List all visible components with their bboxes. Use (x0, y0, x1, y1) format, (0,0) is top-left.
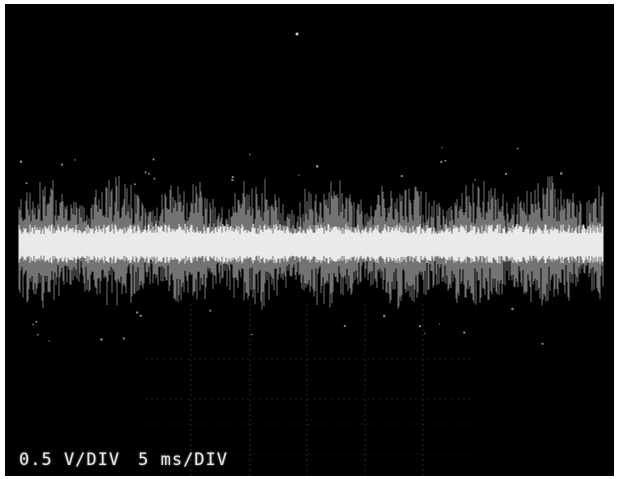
noise-speck (516, 147, 519, 150)
noise-speck (343, 324, 346, 328)
noise-speck (438, 323, 441, 325)
noise-speck (144, 171, 147, 174)
vertical-scale-label: 0.5 V/DIV (19, 450, 121, 470)
noise-speck (511, 307, 514, 311)
oscilloscope-screen: 0.5 V/DIV 5 ms/DIV (5, 4, 614, 476)
noise-speck (153, 177, 156, 180)
noise-speck (298, 174, 300, 176)
scale-readout: 0.5 V/DIV 5 ms/DIV (19, 450, 228, 470)
noise-speck (122, 337, 126, 340)
noise-speck (441, 147, 443, 149)
noise-speck (19, 160, 23, 163)
noise-speck (418, 325, 422, 328)
noise-speck (148, 172, 150, 175)
noise-speck (400, 174, 403, 178)
noise-speck (152, 158, 155, 161)
noise-speck (251, 333, 253, 336)
noise-trace (18, 32, 604, 345)
noise-speck (231, 178, 234, 182)
noise-speck (32, 323, 35, 326)
noise-speck (315, 165, 319, 168)
noise-speck (139, 314, 142, 317)
noise-speck (541, 342, 544, 345)
noise-speck (35, 320, 38, 323)
noise-speck (474, 179, 477, 181)
noise-speck (74, 159, 77, 161)
oscilloscope-display (18, 32, 604, 476)
noise-speck (295, 32, 299, 36)
noise-speck (504, 172, 508, 176)
noise-speck (383, 314, 386, 318)
noise-speck (424, 332, 426, 334)
noise-speck (134, 183, 136, 186)
noise-speck (25, 182, 28, 185)
noise-speck (60, 163, 64, 166)
noise-speck (36, 333, 39, 336)
noise-speck (48, 340, 50, 342)
noise-speck (444, 159, 447, 162)
noise-speck (249, 153, 251, 156)
time-scale-label: 5 ms/DIV (138, 450, 229, 470)
noise-speck (463, 331, 466, 334)
noise-speck (100, 338, 103, 341)
noise-speck (440, 160, 443, 164)
noise-speck (559, 172, 563, 175)
noise-speck (209, 309, 212, 312)
noise-speck (231, 175, 234, 179)
noise-core (18, 224, 604, 264)
graticule (125, 304, 475, 476)
noise-speck (136, 311, 139, 314)
